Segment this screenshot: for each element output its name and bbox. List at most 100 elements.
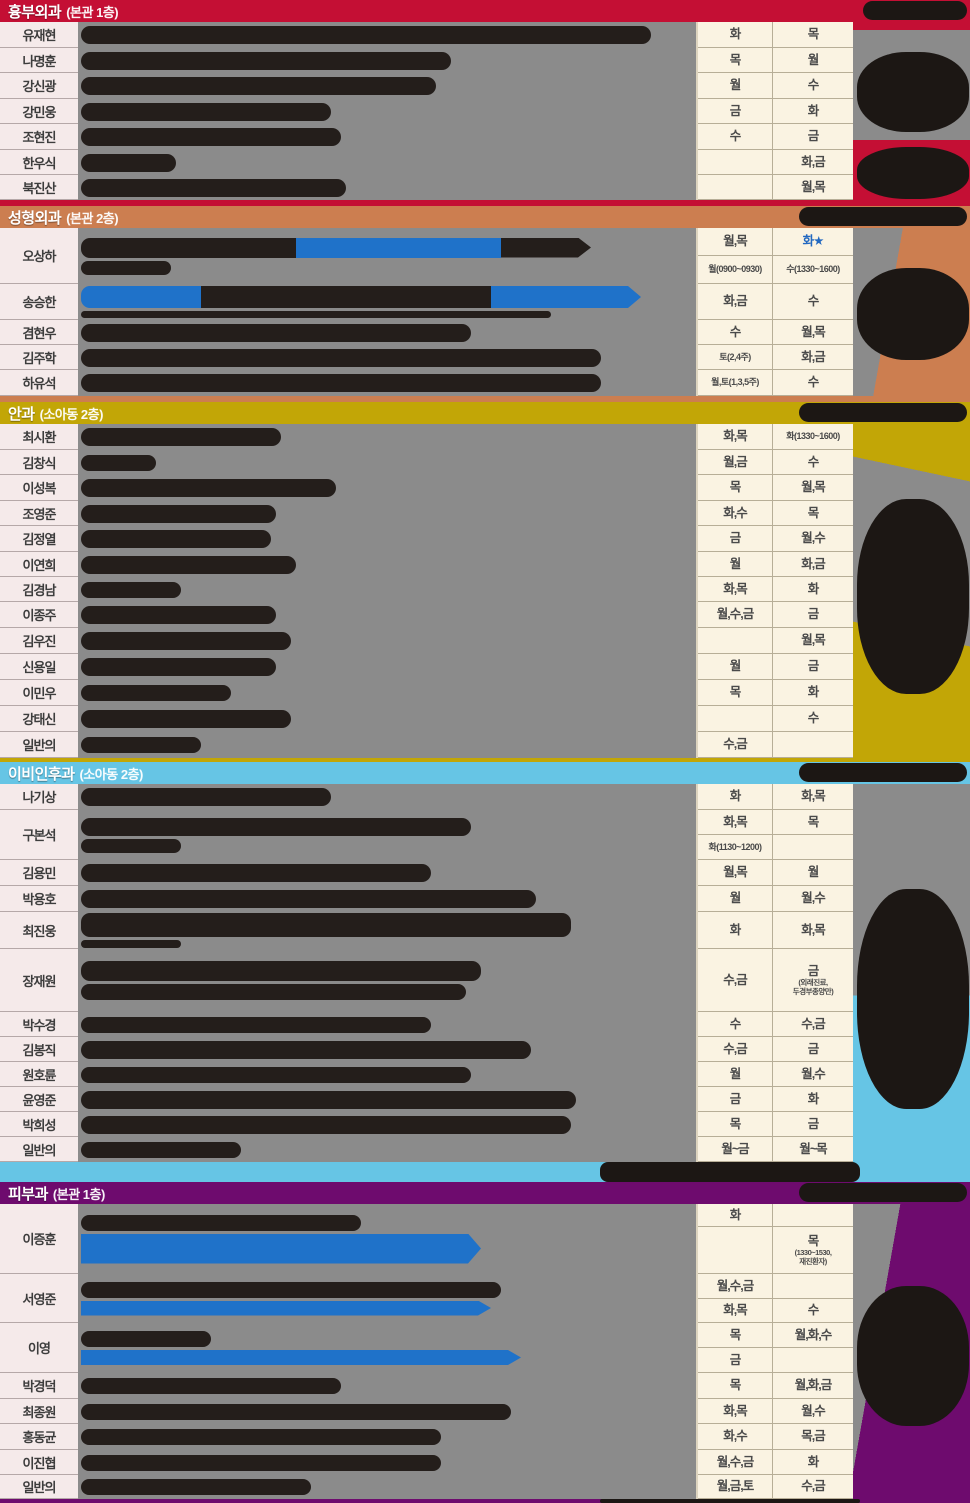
schedule-day-text: (1330~1530,: [794, 1248, 832, 1258]
schedule-day-text: 화,금: [801, 349, 826, 364]
redaction-bar: [81, 961, 696, 981]
schedule-subrow: 화,목 수: [698, 1298, 853, 1323]
doctor-name: 김창식: [0, 450, 78, 475]
section-rows: 최시환 화,목 화(1330~1600) 김창식 월,금 수 이성복 목 월,목 조영준 화,수 목 김…: [0, 424, 853, 758]
redaction-segment-black: [81, 817, 471, 836]
schedule-day-text: 월~목: [799, 1141, 827, 1156]
schedule-col1-cell: 월: [698, 73, 773, 98]
redacted-description-area: [78, 1204, 696, 1274]
schedule-cells: 화,목 목 화(1130~1200): [696, 810, 853, 860]
redaction-segment-blue: [491, 286, 641, 308]
section-rows: 나기상 화 화,목 구본석 화,목 목 화(1130~1200) 김용민 월,목 월 박용호 월 월,수…: [0, 784, 853, 1162]
schedule-subrow: 금 월,수: [698, 526, 853, 552]
schedule-cells: 토(2,4주) 화,금: [696, 345, 853, 370]
schedule-col2-cell: 수(1330~1600): [773, 256, 853, 283]
doctor-row: 김경남 화,목 화: [0, 577, 853, 602]
redaction-bar: [81, 632, 696, 650]
redaction-segment-black: [81, 479, 336, 497]
schedule-col1-cell: 월(0900~0930): [698, 256, 773, 283]
section-bottom-band: [0, 1162, 970, 1182]
doctor-row: 이성복 목 월,목: [0, 475, 853, 501]
redacted-description-area: [78, 228, 696, 284]
redaction-segment-black: [81, 1429, 441, 1445]
redacted-blob: [857, 268, 969, 360]
redaction-segment-black: [81, 737, 201, 753]
schedule-cells: 월,목: [696, 175, 853, 200]
doctor-name: 윤영준: [0, 1087, 78, 1112]
schedule-col2-cell: 월,수: [773, 886, 853, 911]
schedule-subrow: 월 화,금: [698, 552, 853, 577]
schedule-col2-cell: 수: [773, 284, 853, 319]
doctor-row: 최진웅 화 화,목: [0, 912, 853, 949]
schedule-day-text: 월,수: [801, 531, 826, 546]
redaction-segment-black: [81, 504, 276, 523]
schedule-col2-cell: 금: [773, 1112, 853, 1136]
schedule-col1-cell: 토(2,4주): [698, 345, 773, 369]
redacted-description-area: [78, 1323, 696, 1373]
redacted-header-blob: [863, 1, 967, 20]
redaction-bar: [81, 504, 696, 523]
schedule-subrow: 화 화,목: [698, 784, 853, 810]
schedule-col1-cell: 수: [698, 320, 773, 344]
redaction-segment-black: [81, 913, 571, 937]
redacted-description-area: [78, 1399, 696, 1424]
section-title: 성형외과: [8, 209, 62, 227]
redacted-description-area: [78, 680, 696, 706]
right-redacted-strip: [853, 228, 970, 396]
schedule-cells: 월,금,토 수,금: [696, 1475, 853, 1499]
schedule-day-text: 화,수: [723, 505, 748, 520]
schedule-col1-cell: 월: [698, 1062, 773, 1086]
section-bottom-band: [0, 200, 970, 206]
schedule-cells: 월 화,금: [696, 552, 853, 577]
section-ophthalmology: 안과 (소아동 2층) 최시환 화,목 화(1330~1600) 김창식 월,금 수 이성복 목 월…: [0, 402, 970, 762]
schedule-subrow: 목 월,화,금: [698, 1373, 853, 1399]
redaction-segment-black: [81, 658, 276, 676]
schedule-day-text: 수,금: [723, 737, 748, 752]
schedule-day-text: 목: [807, 27, 819, 42]
schedule-subrow: 월,수,금: [698, 1274, 853, 1299]
schedule-col2-cell: 월: [773, 48, 853, 72]
doctor-name: 나명훈: [0, 48, 78, 73]
schedule-day-text: 수: [729, 129, 741, 144]
doctor-row: 신용일 월 금: [0, 654, 853, 680]
redaction-segment-black: [501, 238, 591, 258]
schedule-cells: 화 목 (1330~1530, 재진환자): [696, 1204, 853, 1274]
schedule-col1-cell: 화,목: [698, 424, 773, 449]
schedule-subrow: 수,금 금: [698, 1037, 853, 1062]
redaction-bar: [81, 940, 696, 948]
schedule-cells: 수,금 금: [696, 1037, 853, 1062]
redaction-segment-black: [81, 788, 331, 806]
redaction-bar: [81, 984, 696, 1000]
redaction-bar: [81, 311, 696, 318]
schedule-col1-cell: [698, 175, 773, 199]
doctor-row: 김봉직 수,금 금: [0, 1037, 853, 1062]
doctor-name: 조영준: [0, 501, 78, 526]
redaction-bar: [81, 1479, 696, 1495]
schedule-day-text: 금: [807, 659, 819, 674]
schedule-day-text: 월,수,금: [716, 1278, 754, 1293]
doctor-row: 하유석 월,토(1,3,5주) 수: [0, 370, 853, 396]
redaction-bar: [81, 864, 696, 882]
redaction-segment-black: [81, 1454, 441, 1471]
schedule-day-text: 토(2,4주): [719, 351, 751, 362]
schedule-col1-cell: 화(1130~1200): [698, 835, 773, 859]
schedule-col2-cell: 목: [773, 501, 853, 525]
redaction-segment-black: [81, 348, 601, 367]
schedule-col1-cell: 월,금: [698, 450, 773, 474]
redaction-bar: [81, 1403, 696, 1420]
schedule-col2-cell: 화,금: [773, 150, 853, 174]
schedule-subrow: 수,금 금 (외래진료, 두경부종양만): [698, 949, 853, 1012]
redaction-segment-black: [81, 153, 176, 172]
schedule-day-text: 목: [807, 1233, 819, 1248]
redaction-segment-black: [81, 26, 651, 44]
redaction-bar: [81, 1454, 696, 1471]
redaction-segment-black: [81, 323, 471, 342]
section-location: (소아동 2층): [79, 766, 144, 782]
schedule-day-text: 금: [807, 1041, 819, 1056]
schedule-day-text: 월,수,금: [716, 1454, 754, 1469]
redaction-bar: [81, 1350, 696, 1365]
schedule-col1-cell: 수: [698, 1012, 773, 1036]
schedule-col1-cell: 화: [698, 784, 773, 809]
